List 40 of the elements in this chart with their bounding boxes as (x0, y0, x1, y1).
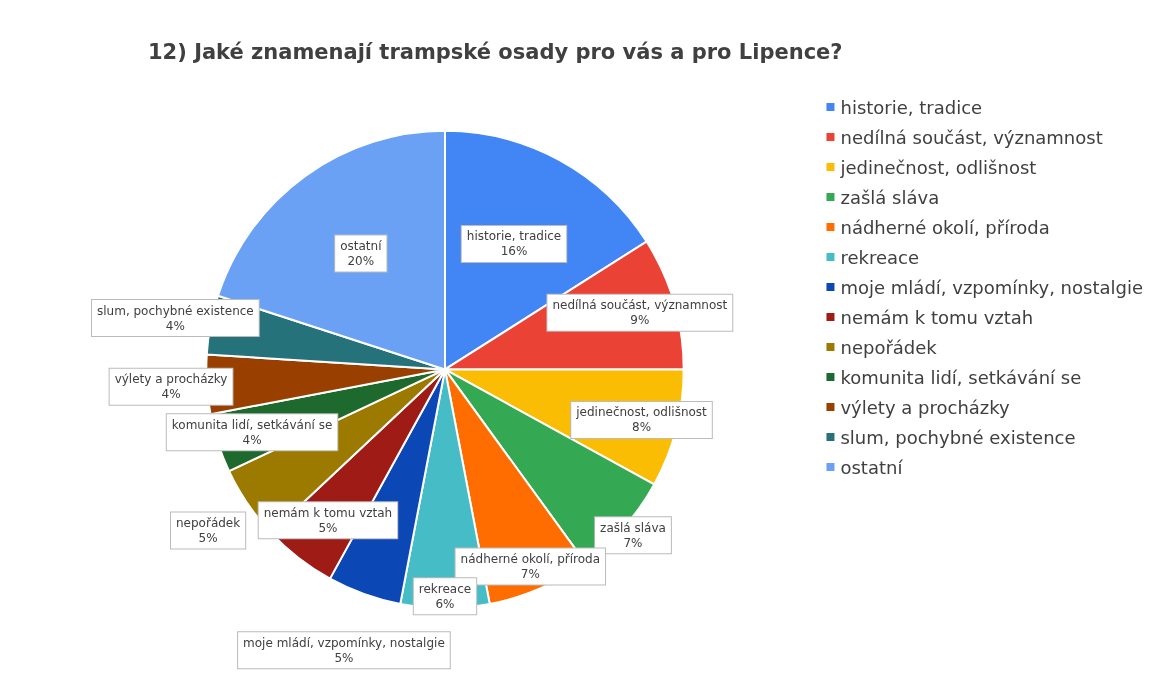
data-label: 4% (242, 432, 262, 447)
slice-label: moje mládí, vzpomínky, nostalgie (243, 635, 445, 650)
data-label: 5% (198, 530, 218, 545)
legend-label: moje mládí, vzpomínky, nostalgie (840, 276, 1143, 298)
data-label: 7% (623, 535, 643, 550)
legend-label: rekreace (840, 246, 920, 268)
slice-label: zašlá sláva (600, 520, 666, 535)
data-label: 5% (334, 650, 354, 665)
slice-label: výlety a procházky (114, 372, 228, 387)
legend-label: nepořádek (840, 336, 938, 358)
slice-label: komunita lidí, setkávání se (171, 417, 333, 432)
slice-label: jedinečnost, odlišnost (575, 405, 708, 420)
data-label: 6% (435, 596, 455, 611)
legend-label: historie, tradice (840, 96, 983, 118)
slice-label: nemám k tomu vztah (263, 505, 393, 520)
data-label: 7% (520, 567, 540, 582)
legend-label: slum, pochybné existence (840, 426, 1076, 448)
slice-label: slum, pochybné existence (96, 303, 254, 318)
chart-title: 12) Jaké znamenají trampské osady pro vás a pro Lipence? (148, 39, 843, 64)
legend-label: komunita lidí, setkávání se (840, 366, 1082, 388)
legend-label: jedinečnost, odlišnost (839, 156, 1037, 178)
legend-label: ostatní (840, 456, 904, 478)
data-label: 20% (347, 254, 375, 269)
slice-label: rekreace (418, 581, 472, 596)
slice-label: nádherné okolí, příroda (460, 552, 601, 567)
data-label: 9% (630, 313, 650, 328)
data-label: 5% (318, 520, 338, 535)
legend-label: výlety a procházky (840, 396, 1011, 418)
data-label: 8% (632, 420, 652, 435)
data-label: 4% (165, 318, 185, 333)
data-label: 4% (161, 387, 181, 402)
slice-label: nepořádek (176, 515, 241, 530)
slice-label: nedílná součást, významnost (552, 298, 728, 313)
legend-label: nemám k tomu vztah (840, 306, 1034, 328)
slice-label: historie, tradice (466, 229, 562, 244)
legend-label: nedílná součást, významnost (840, 126, 1103, 148)
legend-label: nádherné okolí, příroda (840, 216, 1050, 238)
slice-label: ostatní (340, 239, 383, 254)
data-label: 16% (500, 244, 528, 259)
legend-label: zašlá sláva (840, 186, 940, 208)
